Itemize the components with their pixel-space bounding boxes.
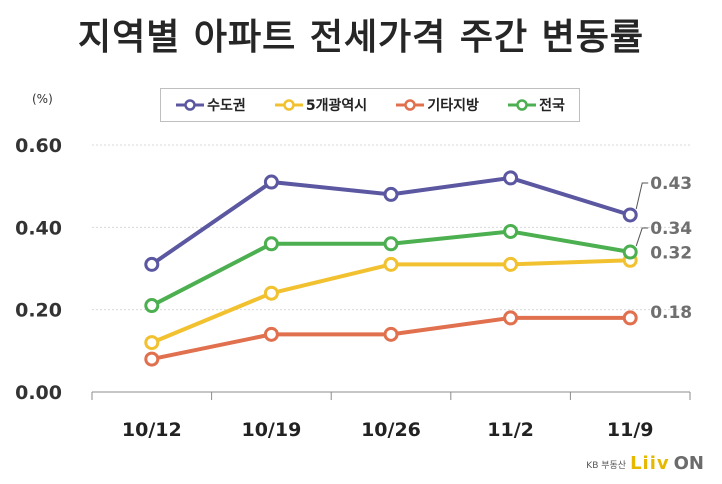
y-tick-label: 0.40 <box>15 217 62 239</box>
data-point <box>383 256 399 272</box>
y-tick-label: 0.60 <box>15 135 62 157</box>
data-point <box>383 326 399 342</box>
legend-item: 전국 <box>507 95 565 115</box>
legend-label: 5개광역시 <box>305 98 368 114</box>
data-point <box>503 256 519 272</box>
x-tick-label: 11/2 <box>487 419 534 441</box>
y-tick-label: 0.00 <box>15 382 62 404</box>
chart-title: 지역별 아파트 전세가격 주간 변동률 <box>78 17 644 58</box>
y-tick-label: 0.20 <box>15 300 62 322</box>
legend-swatch <box>396 99 425 111</box>
unit-label: (%) <box>32 92 53 106</box>
legend-item: 기타지방 <box>395 95 479 115</box>
legend-swatch <box>274 99 303 111</box>
data-point <box>383 236 399 252</box>
data-point <box>263 326 279 342</box>
data-point <box>144 256 160 272</box>
legend-item: 수도권 <box>175 95 246 115</box>
end-label: 0.43 <box>650 174 692 194</box>
data-point <box>144 335 160 351</box>
end-label-leader <box>635 182 649 210</box>
data-point <box>622 310 638 326</box>
brand-logo: KB 부동산 Liiv ON <box>586 453 704 474</box>
brand-liiv: Liiv <box>630 453 670 474</box>
legend-swatch <box>508 99 537 111</box>
legend-label: 수도권 <box>207 98 246 114</box>
data-point <box>503 310 519 326</box>
end-label: 0.32 <box>650 243 692 263</box>
legend-item: 5개광역시 <box>274 95 367 115</box>
data-point <box>622 244 638 260</box>
data-point <box>144 351 160 367</box>
data-point <box>144 298 160 314</box>
data-point <box>263 236 279 252</box>
legend-label: 기타지방 <box>427 98 479 114</box>
legend-swatch <box>176 99 205 111</box>
data-point <box>503 170 519 186</box>
x-tick-label: 10/26 <box>361 419 421 441</box>
data-point <box>622 207 638 223</box>
legend-label: 전국 <box>539 98 565 114</box>
data-point <box>263 174 279 190</box>
data-point <box>503 223 519 239</box>
end-label: 0.34 <box>650 219 692 239</box>
x-tick-label: 11/9 <box>607 419 654 441</box>
data-point <box>383 186 399 202</box>
data-point <box>263 285 279 301</box>
legend: 수도권 5개광역시 기타지방 전국 <box>160 88 580 122</box>
brand-on: ON <box>673 453 704 474</box>
end-label-leader <box>635 227 649 247</box>
end-label: 0.18 <box>650 303 692 323</box>
x-tick-label: 10/19 <box>241 419 301 441</box>
x-tick-label: 10/12 <box>122 419 182 441</box>
brand-kb: KB 부동산 <box>586 461 627 471</box>
